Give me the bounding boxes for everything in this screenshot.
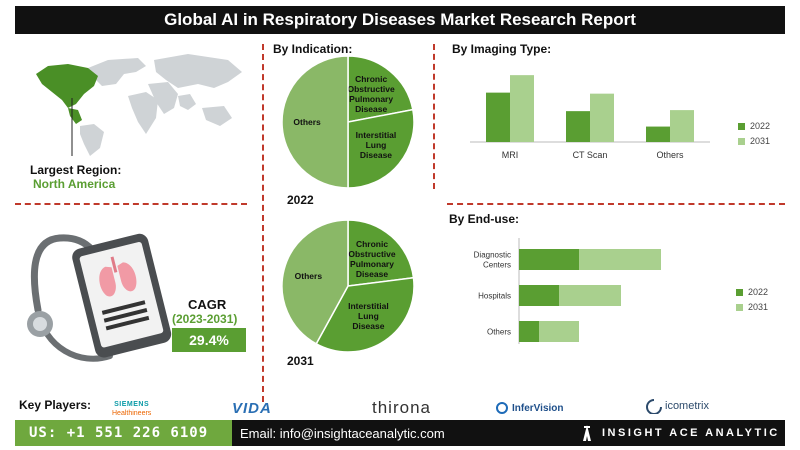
pie-label: Chronic Obstructive Pulmonary Disease (348, 239, 396, 279)
imaging-bar-2022-ct-scan (566, 111, 590, 142)
icometrix-text: icometrix (665, 400, 710, 412)
siemens-healthineers-logo: SIEMENS Healthineers (112, 400, 151, 418)
legend-label: 2022 (750, 121, 771, 131)
legend-label: 2031 (748, 302, 769, 312)
enduse-bar-chart: Diagnostic Centers Hospitals Others (474, 238, 661, 344)
enduse-bar-2031-others (539, 321, 579, 342)
legend-label: 2031 (750, 136, 771, 146)
enduse-bar-2022-diagnostic-centers (519, 249, 579, 270)
pie-label: Interstitial Lung Disease (348, 301, 389, 331)
north-america-highlight (36, 64, 98, 124)
pie-slice-chronic-obstructive-pulmonary-disease (347, 55, 414, 123)
enduse-tick-label: Diagnostic Centers (474, 251, 511, 270)
enduse-legend-item-2031: 2031 (736, 302, 768, 312)
imaging-bar-2031-others (670, 110, 694, 142)
legend-swatch-2022 (736, 288, 743, 296)
insightace-logo-icon (583, 425, 591, 441)
key-players-label: Key Players: (19, 398, 92, 412)
enduse-tick-label: Others (487, 328, 511, 337)
indication-section-title: By Indication: (273, 42, 353, 56)
legend-swatch-2031 (738, 137, 745, 145)
indication-pie-2031: Chronic Obstructive Pulmonary Disease Inters… (281, 219, 415, 353)
infervision-text: InferVision (512, 402, 564, 414)
cagr-period: (2023-2031) (172, 312, 238, 326)
imaging-tick-label: Others (656, 150, 684, 160)
imaging-bar-chart: MRI CT Scan Others (470, 75, 710, 160)
healthineers-text: Healthineers (112, 410, 152, 417)
imaging-bar-2022-mri (486, 92, 510, 142)
imaging-legend-item-2031: 2031 (738, 136, 770, 146)
divider-right-horizontal (447, 203, 785, 205)
largest-region-value: North America (33, 177, 116, 191)
indication-pie-2031-caption: 2031 (287, 354, 314, 368)
imaging-tick-label: MRI (502, 150, 519, 160)
enduse-section-title: By End-use: (449, 212, 520, 226)
siemens-text: SIEMENS (114, 401, 150, 408)
cagr-label: CAGR (188, 297, 227, 312)
pie-slice-chronic-obstructive-pulmonary-disease (347, 219, 415, 287)
pie-label: Chronic Obstructive Pulmonary Disease (348, 74, 396, 114)
thirona-logo: thirona (372, 398, 431, 417)
legend-swatch-2022 (738, 122, 745, 130)
footer-phone: US: +1 551 226 6109 (15, 420, 232, 446)
divider-right-top (433, 44, 435, 189)
enduse-bar-2022-others (519, 321, 539, 342)
world-map (36, 54, 242, 156)
enduse-bar-2031-hospitals (559, 285, 621, 306)
icometrix-icon (646, 399, 662, 414)
infervision-icon (496, 402, 508, 414)
imaging-bar-2031-mri (510, 75, 534, 142)
divider-left (262, 44, 264, 402)
enduse-bar-2031-diagnostic-centers (579, 249, 661, 270)
cagr-value: 29.4% (172, 328, 246, 352)
report-title: Global AI in Respiratory Diseases Market… (15, 6, 785, 34)
imaging-bar-2022-others (646, 126, 670, 142)
indication-pie-2022: Chronic Obstructive Pulmonary Disease Inters… (281, 55, 415, 189)
footer-brand: INSIGHT ACE ANALYTIC (572, 420, 785, 446)
stethoscope-tablet-icon (27, 233, 172, 362)
legend-swatch-2031 (736, 303, 743, 311)
imaging-legend-item-2022: 2022 (738, 121, 770, 131)
divider-left-horizontal (15, 203, 247, 205)
pie-label: Others (293, 117, 321, 127)
pie-slice-interstitial-lung-disease (315, 276, 415, 353)
infervision-logo: InferVision (495, 401, 564, 415)
imaging-tick-label: CT Scan (573, 150, 608, 160)
pie-slice-others (281, 219, 349, 345)
imaging-section-title: By Imaging Type: (452, 42, 552, 56)
indication-pie-2022-caption: 2022 (287, 193, 314, 207)
enduse-legend-item-2022: 2022 (736, 287, 768, 297)
pie-label: Interstitial Lung Disease (356, 130, 397, 160)
icometrix-logo: icometrix (645, 398, 709, 414)
legend-label: 2022 (748, 287, 769, 297)
pie-slice-interstitial-lung-disease (347, 108, 415, 189)
pie-label: Others (295, 271, 323, 281)
enduse-tick-label: Hospitals (478, 292, 511, 301)
imaging-bar-2031-ct-scan (590, 93, 614, 142)
enduse-bar-2022-hospitals (519, 285, 559, 306)
largest-region-label: Largest Region: (30, 163, 122, 177)
footer-email: Email: info@insightaceanalytic.com (232, 420, 572, 446)
enduse-legend: 2022 2031 (736, 287, 768, 312)
pie-slice-others (281, 55, 349, 189)
vida-logo: VIDA (232, 400, 272, 417)
imaging-legend: 2022 2031 (738, 121, 770, 146)
footer-brand-text: INSIGHT ACE ANALYTIC (602, 427, 780, 439)
